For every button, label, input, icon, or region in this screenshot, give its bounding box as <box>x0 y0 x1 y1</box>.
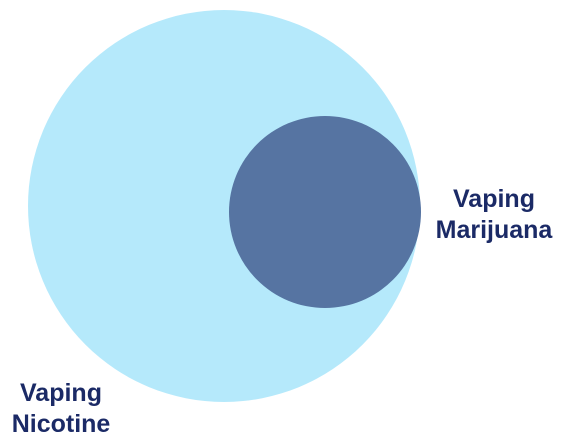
label-vaping-nicotine-line-1: Vaping <box>20 379 102 407</box>
label-vaping-nicotine: Vaping Nicotine <box>0 378 122 440</box>
label-vaping-nicotine-line-2: Nicotine <box>11 410 111 438</box>
circle-vaping-marijuana <box>229 116 421 308</box>
label-vaping-marijuana-line-1: Vaping <box>453 185 535 213</box>
label-vaping-marijuana-line-2: Marijuana <box>435 216 553 244</box>
label-vaping-marijuana: Vaping Marijuana <box>423 184 565 246</box>
